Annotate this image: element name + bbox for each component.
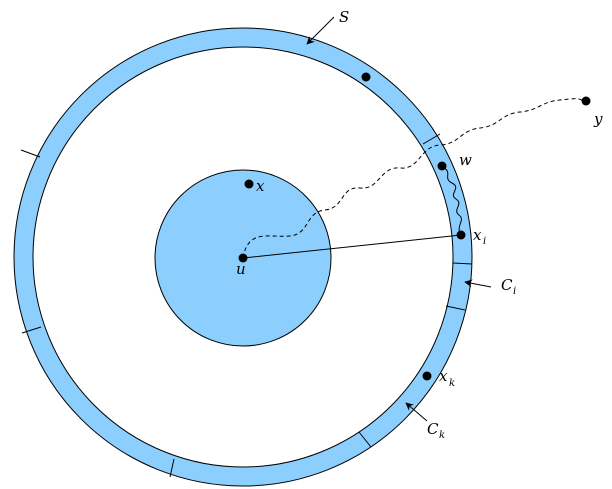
divider — [445, 305, 466, 311]
label-xk: x — [439, 367, 448, 385]
divider — [169, 458, 175, 478]
ring-segment-dividers — [20, 133, 473, 478]
label-x: x — [256, 177, 265, 195]
point-w — [437, 161, 447, 171]
arrow-S — [306, 16, 335, 45]
label-xi-subscript: i — [483, 236, 486, 247]
point-y — [581, 96, 591, 106]
label-Ck: C — [427, 420, 439, 438]
label-S: S — [339, 8, 349, 26]
label-u: u — [236, 260, 246, 278]
arrow-Ck — [405, 402, 428, 422]
path-w-to-xi — [441, 166, 462, 236]
label-Ck-subscript: k — [439, 430, 445, 441]
label-xi: x — [473, 226, 482, 244]
divider — [358, 431, 372, 448]
point-ring-top — [361, 72, 371, 82]
point-xi — [456, 230, 466, 240]
annulus-S — [13, 27, 473, 487]
divider — [21, 326, 42, 334]
label-w: w — [459, 151, 472, 169]
arrow-Ci — [464, 279, 492, 288]
divider — [452, 262, 473, 265]
label-xk-subscript: k — [449, 378, 455, 389]
divider — [20, 149, 41, 158]
divider — [422, 133, 441, 145]
point-x — [244, 179, 254, 189]
label-Ci: C — [501, 276, 513, 294]
label-y: y — [593, 110, 603, 128]
point-xk — [422, 371, 432, 381]
label-Ci-subscript: i — [513, 286, 516, 297]
radius-u-to-xi — [242, 234, 462, 259]
point-u — [238, 253, 248, 263]
random-walk-path — [242, 98, 586, 259]
